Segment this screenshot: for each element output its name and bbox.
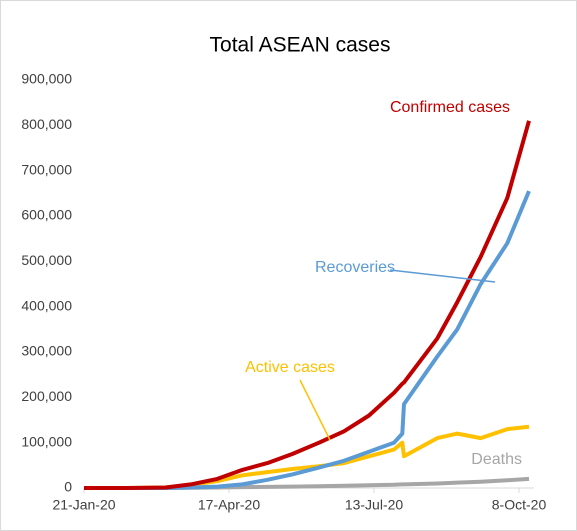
y-tick-label: 700,000	[21, 161, 72, 177]
y-tick-label: 100,000	[21, 433, 72, 449]
y-tick-label: 500,000	[21, 252, 72, 268]
series-label: Confirmed cases	[390, 99, 510, 116]
y-tick-label: 200,000	[21, 388, 72, 404]
x-tick-label: 8-Oct-20	[492, 497, 547, 513]
x-tick-label: 21-Jan-20	[52, 497, 115, 513]
series-label: Recoveries	[315, 259, 395, 276]
y-tick-label: 400,000	[21, 297, 72, 313]
y-tick-label: 800,000	[21, 116, 72, 132]
series-label: Deaths	[471, 451, 522, 468]
leader-line	[299, 379, 331, 441]
series-line	[84, 190, 531, 490]
x-tick-label: 17-Apr-20	[198, 497, 260, 513]
x-tick-label: 13-Jul-20	[345, 497, 404, 513]
y-tick-label: 0	[64, 479, 72, 495]
y-tick-label: 900,000	[21, 71, 72, 87]
y-tick-label: 300,000	[21, 343, 72, 359]
leader-line	[389, 269, 496, 283]
series-line	[84, 120, 531, 490]
y-tick-label: 600,000	[21, 207, 72, 223]
series-label: Active cases	[245, 359, 335, 376]
chart-title: Total ASEAN cases	[210, 34, 391, 57]
